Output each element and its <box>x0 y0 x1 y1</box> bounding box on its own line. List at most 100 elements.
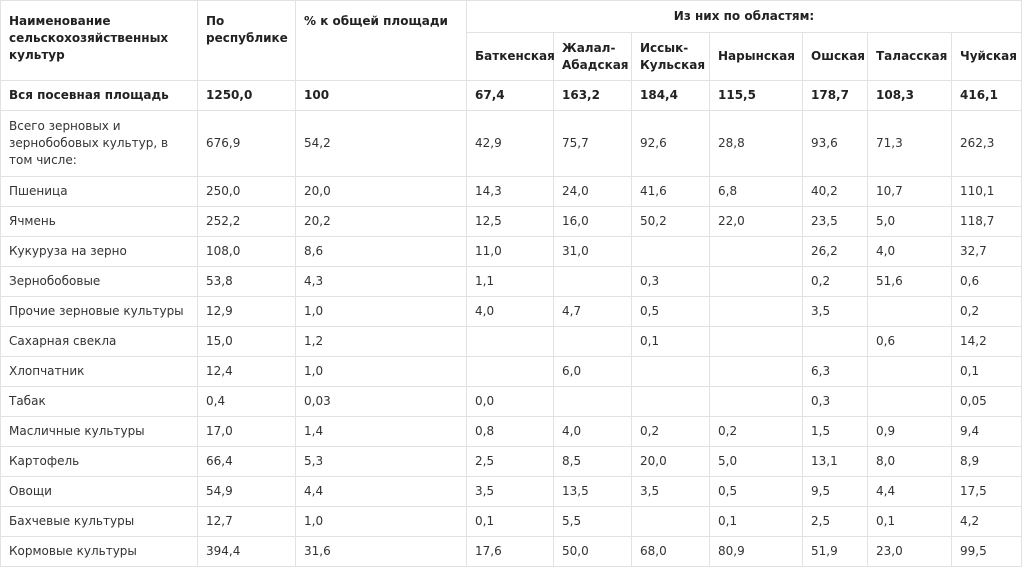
value-cell: 0,1 <box>950 356 1023 387</box>
crop-name: Всего зерновых и зернобобовых культур, в… <box>0 110 198 177</box>
header-group: Из них по областям: <box>465 0 1023 33</box>
value-cell <box>867 386 952 417</box>
value-cell: 40,2 <box>802 176 868 207</box>
table-row: Табак 0,4 0,03 0,0 0,3 0,05 <box>0 386 1023 417</box>
value-cell: 4,4 <box>867 476 952 507</box>
value-cell: 50,2 <box>631 206 710 237</box>
value-cell <box>631 236 710 267</box>
value-cell <box>802 326 868 357</box>
header-row: Наименование сельскохозяйственных культу… <box>0 0 1023 81</box>
value-cell: 22,0 <box>709 206 803 237</box>
region-header: Баткенская <box>466 32 555 81</box>
region-header: Таласская <box>867 32 952 81</box>
value-cell: 0,1 <box>631 326 710 357</box>
value-cell: 12,5 <box>466 206 554 237</box>
table-row: Вся посевная площадь 1250,0 100 67,4 163,2 18… <box>0 80 1023 111</box>
value-cell: 184,4 <box>631 80 710 111</box>
value-cell: 53,8 <box>197 266 296 297</box>
value-cell: 3,5 <box>802 296 868 327</box>
value-cell: 8,5 <box>553 446 632 477</box>
crop-name: Хлопчатник <box>0 356 198 387</box>
value-cell: 0,5 <box>631 296 710 327</box>
value-cell: 1250,0 <box>197 80 296 111</box>
value-cell: 31,6 <box>295 536 467 567</box>
value-cell <box>631 356 710 387</box>
crop-name: Ячмень <box>0 206 198 237</box>
header-cell: Наименование сельскохозяйственных культу… <box>0 0 198 81</box>
value-cell: 50,0 <box>553 536 632 567</box>
value-cell: 13,1 <box>802 446 868 477</box>
value-cell: 0,5 <box>709 476 803 507</box>
value-cell: 3,5 <box>466 476 554 507</box>
value-cell: 54,2 <box>295 110 467 177</box>
value-cell: 10,7 <box>867 176 952 207</box>
value-cell: 75,7 <box>553 110 632 177</box>
value-cell: 0,2 <box>709 416 803 447</box>
value-cell: 9,4 <box>950 416 1023 447</box>
value-cell: 93,6 <box>802 110 868 177</box>
table-row: Хлопчатник 12,4 1,0 6,0 6,3 0,1 <box>0 356 1023 387</box>
value-cell: 0,9 <box>867 416 952 447</box>
region-header: Чуйская <box>950 32 1023 81</box>
value-cell <box>553 386 632 417</box>
table-row: Прочие зерновые культуры 12,9 1,0 4,0 4,7 0,5… <box>0 296 1023 327</box>
value-cell: 8,6 <box>295 236 467 267</box>
value-cell: 100 <box>295 80 467 111</box>
value-cell: 252,2 <box>197 206 296 237</box>
value-cell: 28,8 <box>709 110 803 177</box>
value-cell: 4,0 <box>553 416 632 447</box>
region-header: Иссык-Кульская <box>631 32 710 81</box>
crop-name: Сахарная свекла <box>0 326 198 357</box>
value-cell <box>867 296 952 327</box>
value-cell: 12,4 <box>197 356 296 387</box>
crop-name: Зернобобовые <box>0 266 198 297</box>
value-cell: 13,5 <box>553 476 632 507</box>
table-row: Зернобобовые 53,8 4,3 1,1 0,3 0,2 51,6 0,6 <box>0 266 1023 297</box>
value-cell: 67,4 <box>466 80 554 111</box>
value-cell: 0,4 <box>197 386 296 417</box>
table-row: Овощи 54,9 4,4 3,5 13,5 3,5 0,5 9,5 4,4 17,5 <box>0 476 1023 507</box>
value-cell: 2,5 <box>466 446 554 477</box>
value-cell <box>709 386 803 417</box>
region-header: Ошская <box>802 32 868 81</box>
value-cell: 4,0 <box>867 236 952 267</box>
value-cell: 0,05 <box>950 386 1023 417</box>
table-row: Пшеница 250,0 20,0 14,3 24,0 41,6 6,8 40,2 10,7 1… <box>0 176 1023 207</box>
value-cell: 0,6 <box>950 266 1023 297</box>
value-cell: 0,1 <box>466 506 554 537</box>
value-cell: 394,4 <box>197 536 296 567</box>
value-cell: 0,6 <box>867 326 952 357</box>
value-cell: 8,9 <box>950 446 1023 477</box>
crop-name: Овощи <box>0 476 198 507</box>
value-cell: 118,7 <box>950 206 1023 237</box>
table-row: Кукуруза на зерно 108,0 8,6 11,0 31,0 26,2 4,0… <box>0 236 1023 267</box>
value-cell: 1,4 <box>295 416 467 447</box>
crop-name: Кормовые культуры <box>0 536 198 567</box>
value-cell: 4,2 <box>950 506 1023 537</box>
value-cell: 1,0 <box>295 296 467 327</box>
value-cell: 3,5 <box>631 476 710 507</box>
value-cell: 17,0 <box>197 416 296 447</box>
header-cell: По республике <box>197 0 296 81</box>
value-cell: 51,9 <box>802 536 868 567</box>
value-cell: 68,0 <box>631 536 710 567</box>
table-row: Масличные культуры 17,0 1,4 0,8 4,0 0,2 0,2 1,5… <box>0 416 1023 447</box>
value-cell: 11,0 <box>466 236 554 267</box>
value-cell: 12,7 <box>197 506 296 537</box>
crop-name: Вся посевная площадь <box>0 80 198 111</box>
value-cell: 20,0 <box>295 176 467 207</box>
value-cell: 14,3 <box>466 176 554 207</box>
value-cell: 14,2 <box>950 326 1023 357</box>
region-header: Нарынская <box>709 32 803 81</box>
value-cell: 110,1 <box>950 176 1023 207</box>
value-cell: 32,7 <box>950 236 1023 267</box>
value-cell <box>709 326 803 357</box>
value-cell: 17,6 <box>466 536 554 567</box>
value-cell: 5,0 <box>709 446 803 477</box>
value-cell: 5,3 <box>295 446 467 477</box>
value-cell: 42,9 <box>466 110 554 177</box>
value-cell: 23,5 <box>802 206 868 237</box>
value-cell <box>709 356 803 387</box>
table-row: Ячмень 252,2 20,2 12,5 16,0 50,2 22,0 23,5 5,0 11… <box>0 206 1023 237</box>
table-row: Картофель 66,4 5,3 2,5 8,5 20,0 5,0 13,1 8,0 8,9 <box>0 446 1023 477</box>
